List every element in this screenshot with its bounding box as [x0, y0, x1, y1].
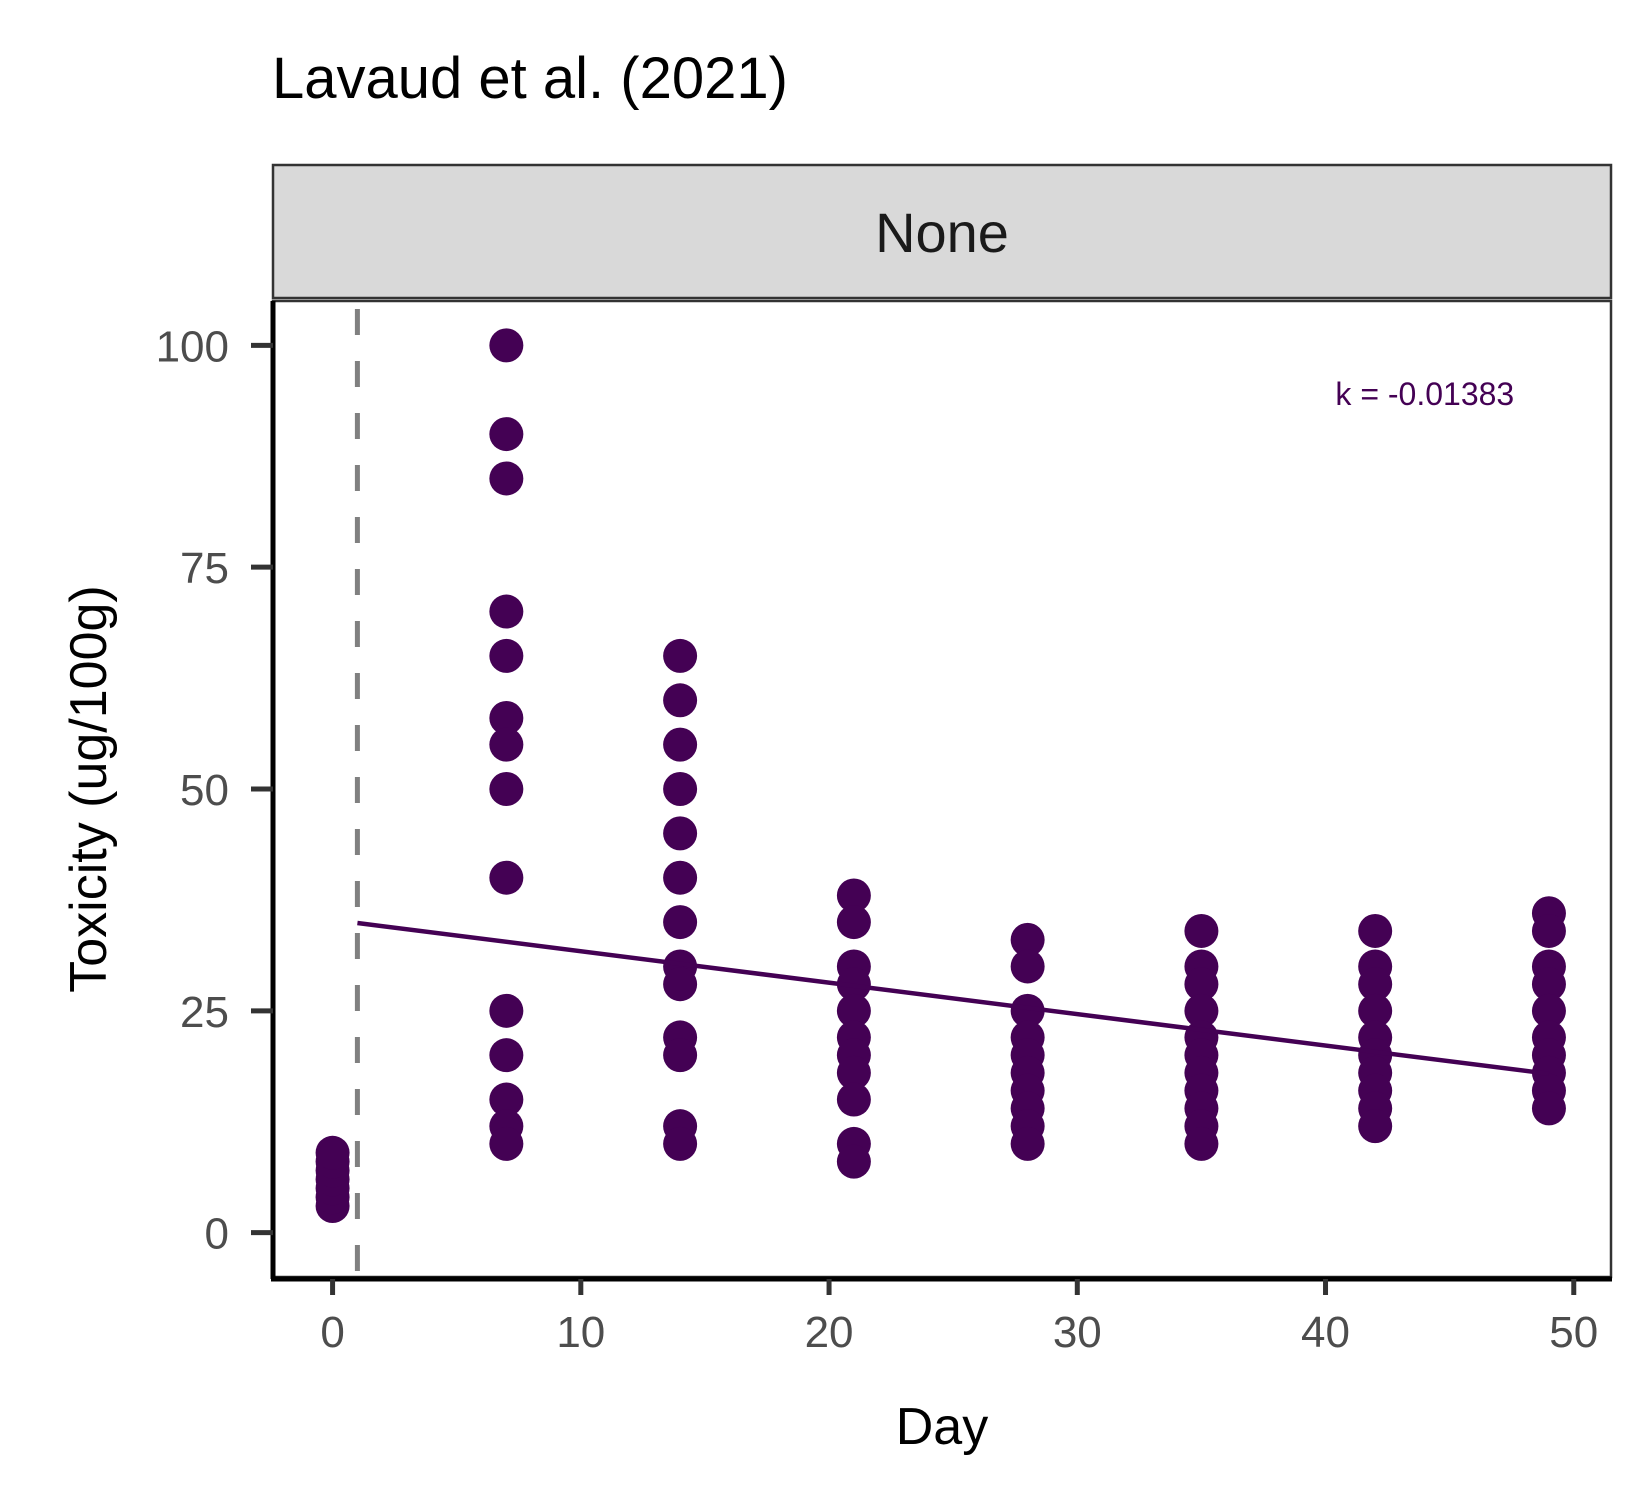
data-point [315, 1135, 350, 1170]
y-tick-label: 100 [156, 322, 229, 371]
chart-title: Lavaud et al. (2021) [272, 46, 788, 111]
data-point [1531, 913, 1566, 948]
data-point [836, 878, 871, 913]
data-point [1184, 1126, 1219, 1161]
data-point [489, 993, 524, 1028]
data-point [663, 860, 698, 895]
data-point [489, 860, 524, 895]
data-point [663, 905, 698, 940]
data-point [489, 727, 524, 762]
data-point [836, 993, 871, 1028]
data-point [1358, 967, 1393, 1002]
data-point [1358, 1109, 1393, 1144]
x-tick-label: 30 [1053, 1308, 1102, 1357]
data-point [663, 683, 698, 718]
data-point [489, 1082, 524, 1117]
y-tick-label: 25 [180, 988, 229, 1037]
rate-annotation: k = -0.01383 [1335, 376, 1514, 412]
x-axis-title: Day [896, 1398, 988, 1456]
data-point [1531, 967, 1566, 1002]
data-point [663, 1038, 698, 1073]
data-point [1184, 967, 1219, 1002]
y-tick-label: 50 [180, 766, 229, 815]
data-point [1010, 993, 1045, 1028]
data-point [489, 461, 524, 496]
data-point [489, 417, 524, 452]
data-point [836, 1055, 871, 1090]
data-point [1358, 993, 1393, 1028]
plot-panel [271, 299, 1613, 1279]
data-point [663, 967, 698, 1002]
x-tick-label: 10 [556, 1308, 605, 1357]
x-tick-label: 0 [320, 1308, 344, 1357]
data-point [489, 1126, 524, 1161]
x-tick-label: 40 [1301, 1308, 1350, 1357]
data-point [489, 701, 524, 736]
facet-label: None [875, 201, 1009, 264]
data-point [663, 727, 698, 762]
x-tick-label: 20 [805, 1308, 854, 1357]
data-point [1358, 913, 1393, 948]
data-point [489, 772, 524, 806]
data-point [489, 1038, 524, 1073]
data-point [663, 638, 698, 673]
data-point [489, 594, 524, 629]
y-axis-title: Toxicity (ug/100g) [60, 585, 118, 993]
data-point [1184, 993, 1219, 1028]
data-point [663, 816, 698, 851]
data-point [663, 772, 698, 806]
data-point [489, 328, 524, 363]
data-point [1531, 993, 1566, 1028]
data-point [1010, 1126, 1045, 1161]
data-point [836, 1144, 871, 1179]
fit-line [357, 920, 1550, 1077]
data-point [1531, 1091, 1566, 1126]
data-point [836, 905, 871, 940]
data-point [836, 1082, 871, 1117]
data-point [1184, 913, 1219, 948]
data-point [663, 1126, 698, 1161]
y-tick-label: 0 [205, 1210, 229, 1259]
plot-marks [315, 309, 1566, 1277]
facet-strip [271, 163, 1613, 300]
data-point [489, 638, 524, 673]
x-tick-label: 50 [1549, 1308, 1598, 1357]
data-point [1010, 949, 1045, 984]
data-point [1010, 922, 1045, 957]
axis-ticks: 0 10 20 30 40 50 0 25 50 75 100 [156, 322, 1599, 1357]
y-tick-label: 75 [180, 544, 229, 593]
